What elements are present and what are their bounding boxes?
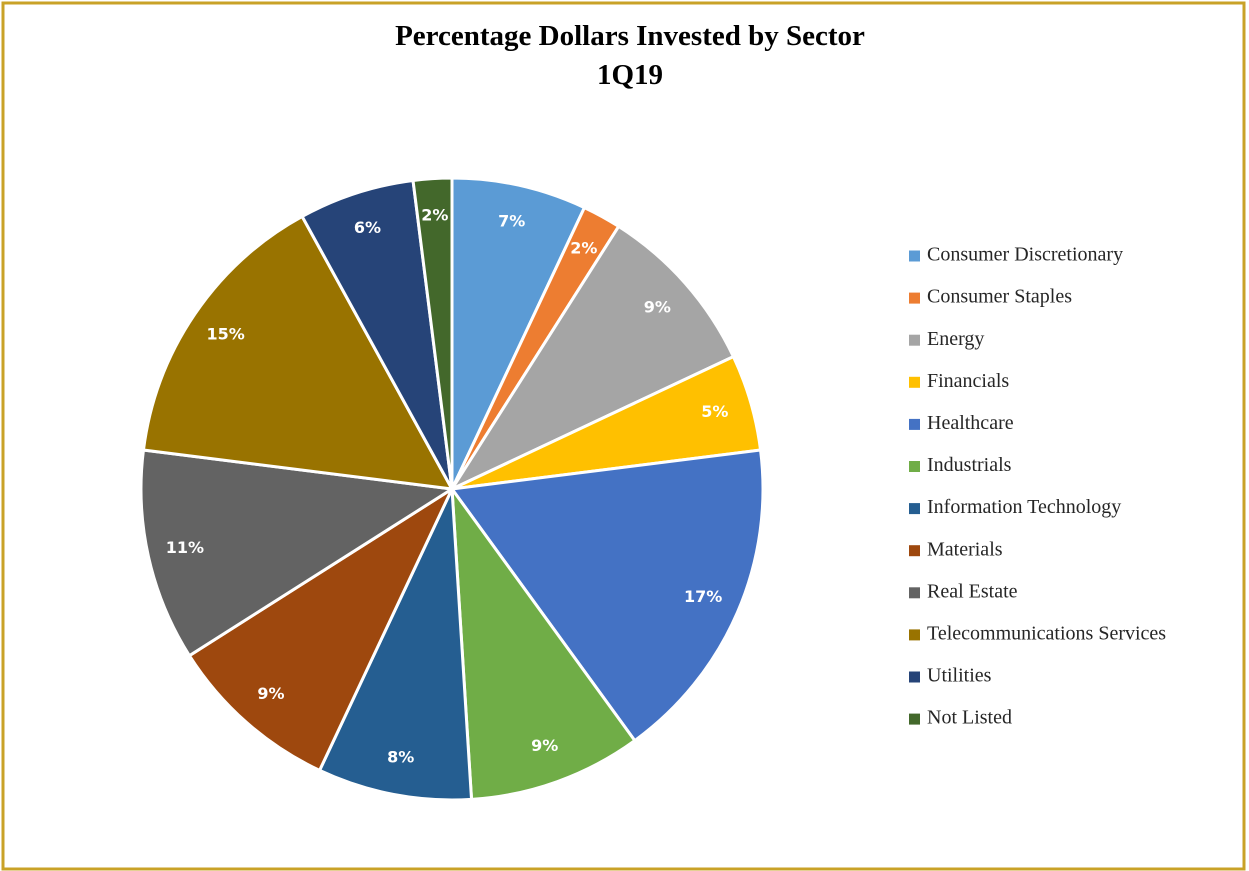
- legend-text: Real Estate: [927, 580, 1018, 602]
- data-label: 8%: [387, 747, 414, 766]
- pie-slice: [450, 176, 587, 490]
- legend-text: Telecommunications Services: [927, 622, 1166, 644]
- legend-swatch: [909, 587, 920, 599]
- legend-text: Not Listed: [927, 707, 1012, 729]
- legend-text: Industrials: [927, 454, 1012, 476]
- legend-swatch: [909, 292, 920, 304]
- pie-slice: [411, 176, 454, 490]
- legend-swatch: [909, 334, 920, 346]
- pie-slice: [450, 483, 637, 801]
- chart-title: Percentage Dollars Invested by Sector: [395, 20, 865, 52]
- pie-slice: [449, 448, 765, 743]
- legend-swatch: [909, 629, 920, 641]
- data-label: 11%: [166, 538, 204, 557]
- data-label: 9%: [257, 684, 284, 703]
- legend-text: Information Technology: [927, 496, 1121, 518]
- pie-slice: [139, 448, 457, 658]
- pie-slice: [447, 224, 736, 493]
- legend-swatch: [909, 461, 920, 472]
- legend-text: Consumer Discretionary: [927, 244, 1123, 266]
- legend-text: Consumer Staples: [927, 286, 1072, 308]
- legend-swatch: [909, 671, 920, 683]
- legend-swatch: [909, 250, 920, 262]
- data-label: 9%: [531, 736, 558, 755]
- chart-subtitle: 1Q19: [597, 59, 663, 91]
- pie-slice: [187, 484, 456, 773]
- legend-text: Financials: [927, 370, 1009, 392]
- legend-swatch: [909, 713, 920, 725]
- data-label: 5%: [701, 402, 728, 421]
- legend-text: Healthcare: [927, 412, 1014, 434]
- legend-text: Materials: [927, 538, 1003, 560]
- pie-slice: [141, 214, 455, 491]
- legend-text: Utilities: [927, 665, 992, 687]
- legend-swatch: [909, 418, 920, 430]
- data-label: 2%: [421, 205, 448, 224]
- data-label: 6%: [354, 218, 381, 237]
- legend-swatch: [909, 545, 920, 557]
- legend-swatch: [909, 503, 920, 515]
- data-label: 2%: [570, 239, 597, 258]
- data-label: 15%: [206, 325, 244, 344]
- data-label: 17%: [684, 587, 722, 606]
- legend-text: Energy: [927, 328, 984, 350]
- legend-swatch: [909, 376, 920, 388]
- pie-slice: [317, 488, 474, 802]
- data-label: 9%: [644, 298, 671, 317]
- data-label: 7%: [498, 211, 525, 230]
